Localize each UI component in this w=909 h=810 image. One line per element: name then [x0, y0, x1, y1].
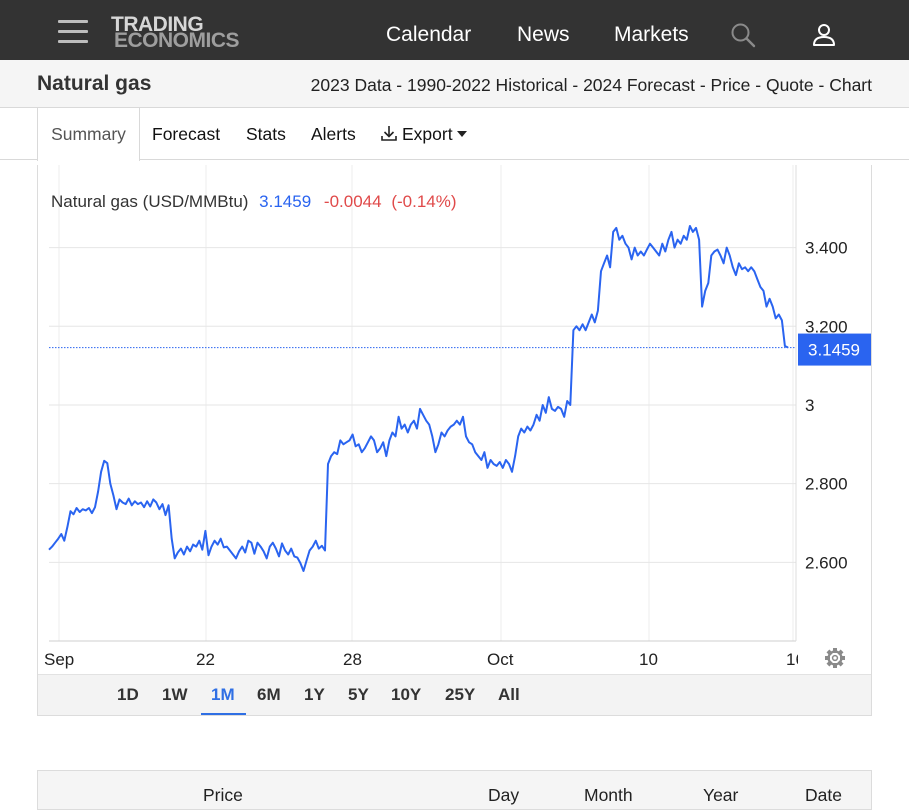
x-tick-label: Oct: [487, 650, 514, 669]
range-1w-button[interactable]: 1W: [162, 685, 188, 704]
tab-stats[interactable]: Stats: [246, 124, 286, 144]
col-date: Date: [805, 785, 842, 805]
x-tick-label: 10: [639, 650, 658, 669]
separator: -: [813, 75, 830, 95]
separator: -: [694, 75, 711, 95]
x-tick-label: 22: [196, 650, 215, 669]
price-line: [48, 225, 789, 572]
legend-price: 3.1459: [259, 192, 311, 211]
x-tick-label: Sep: [44, 650, 74, 669]
separator: -: [567, 75, 584, 95]
legend-change: -0.0044: [324, 192, 382, 211]
gear-icon[interactable]: [825, 648, 845, 668]
y-tick-label: 3: [805, 396, 814, 415]
tab-forecast[interactable]: Forecast: [152, 124, 221, 144]
link-quote[interactable]: Quote: [765, 75, 814, 95]
col-month: Month: [584, 785, 633, 805]
link-2023-data[interactable]: 2023 Data: [310, 75, 392, 95]
menu-icon[interactable]: [58, 20, 88, 44]
range-1m-button[interactable]: 1M: [211, 685, 235, 704]
range-1y-button[interactable]: 1Y: [304, 685, 325, 704]
price-table-header: Price Day Month Year Date: [37, 770, 872, 810]
link-chart[interactable]: Chart: [829, 75, 872, 95]
logo-line-1: TRADING: [111, 13, 204, 36]
tab-alerts[interactable]: Alerts: [311, 124, 356, 144]
chart-panel: 2.600 2.800 3 3.200 3.400 Sep 22 28 Oct 10 16 3.14…: [37, 165, 872, 716]
y-tick-label: 3.400: [805, 239, 848, 258]
chart-legend: Natural gas (USD/MMBtu) 3.1459 -0.0044 (…: [51, 192, 457, 211]
title-links: 2023 Data - 1990-2022 Historical - 2024 …: [311, 74, 872, 96]
separator: -: [391, 75, 407, 95]
nav-markets-link[interactable]: Markets: [614, 23, 689, 46]
legend-series-name: Natural gas (USD/MMBtu): [51, 192, 248, 211]
range-all-button[interactable]: All: [498, 685, 520, 704]
y-tick-label: 2.600: [805, 553, 848, 572]
legend-change-pct: (-0.14%): [391, 192, 456, 211]
x-tick-label: 28: [343, 650, 362, 669]
export-label: Export: [402, 124, 453, 144]
range-25y-button[interactable]: 25Y: [445, 685, 476, 704]
active-range-underline: [201, 713, 246, 715]
range-5y-button[interactable]: 5Y: [348, 685, 369, 704]
chevron-down-icon: [456, 131, 467, 137]
y-tick-label: 3.200: [805, 317, 848, 336]
page-title: Natural gas: [37, 72, 152, 95]
top-navbar: TRADING ECONOMICS Calendar News Markets: [0, 0, 909, 60]
title-bar: Natural gas 2023 Data - 1990-2022 Histor…: [0, 60, 909, 108]
range-10y-button[interactable]: 10Y: [391, 685, 422, 704]
range-selector: 1D 1W 1M 6M 1Y 5Y 10Y 25Y All: [38, 674, 871, 715]
last-price-badge: [798, 333, 871, 366]
range-1d-button[interactable]: 1D: [117, 685, 139, 704]
col-year: Year: [703, 785, 739, 805]
search-icon[interactable]: [730, 22, 756, 48]
tabs-row: Summary Forecast Stats Alerts Export: [0, 108, 909, 161]
range-6m-button[interactable]: 6M: [257, 685, 281, 704]
col-price: Price: [203, 785, 243, 805]
site-logo[interactable]: TRADING ECONOMICS: [111, 14, 261, 54]
logo-line-2: ECONOMICS: [114, 29, 240, 52]
download-icon: [381, 126, 397, 141]
last-price-badge-label: 3.1459: [808, 341, 860, 360]
tab-export[interactable]: Export: [380, 108, 467, 160]
link-price[interactable]: Price: [710, 75, 751, 95]
user-icon[interactable]: [811, 22, 837, 48]
link-historical[interactable]: 1990-2022 Historical: [407, 75, 568, 95]
link-forecast[interactable]: 2024 Forecast: [583, 75, 695, 95]
tab-summary[interactable]: Summary: [37, 108, 140, 161]
separator: -: [750, 75, 766, 95]
y-tick-label: 2.800: [805, 475, 848, 494]
nav-news-link[interactable]: News: [517, 23, 570, 46]
nav-calendar-link[interactable]: Calendar: [386, 23, 472, 46]
col-day: Day: [488, 785, 520, 805]
